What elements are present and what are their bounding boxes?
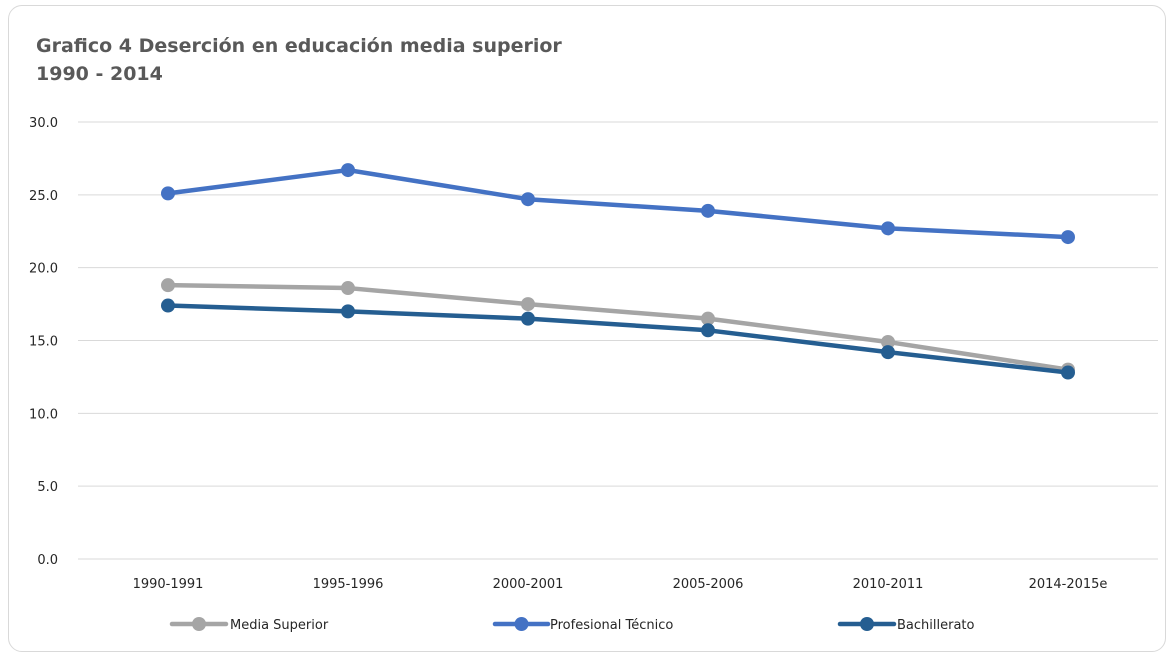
data-point — [701, 311, 715, 326]
x-tick-label: 1995-1996 — [313, 577, 384, 592]
legend-label: Profesional Técnico — [550, 618, 673, 633]
data-point — [161, 186, 175, 201]
y-tick-label: 5.0 — [37, 480, 58, 495]
legend-marker — [860, 617, 874, 631]
y-axis: 0.0 5.0 10.0 15.0 20.0 25.0 30.0 — [29, 116, 58, 568]
data-point — [881, 221, 895, 236]
chart-title: Grafico 4 Deserción en educación media s… — [36, 32, 562, 88]
data-point — [701, 203, 715, 218]
series-line — [165, 167, 1071, 240]
data-point — [881, 334, 895, 349]
legend-label: Bachillerato — [897, 618, 975, 633]
legend-marker — [514, 617, 529, 631]
y-tick-label: 20.0 — [29, 262, 58, 277]
legend-marker — [192, 617, 206, 631]
series-line — [165, 303, 1071, 375]
data-point — [1061, 365, 1075, 380]
data-point — [341, 304, 355, 319]
data-point — [521, 311, 535, 326]
y-tick-label: 10.0 — [29, 407, 58, 422]
legend-item: Profesional Técnico — [492, 617, 673, 633]
y-tick-label: 25.0 — [29, 189, 58, 204]
y-tick-label: 30.0 — [29, 116, 58, 131]
chart-title-line1: Grafico 4 Deserción en educación media s… — [36, 35, 562, 57]
legend-item: Media Superior — [169, 617, 329, 633]
data-point — [701, 323, 715, 338]
chart-frame — [8, 5, 1166, 652]
series-media-superior — [161, 278, 1075, 377]
data-point — [341, 281, 355, 296]
x-tick-label: 1990-1991 — [133, 577, 204, 592]
legend-item: Bachillerato — [837, 617, 975, 633]
y-tick-label: 15.0 — [29, 335, 58, 350]
series-line — [165, 282, 1071, 372]
series-layer — [161, 163, 1075, 380]
x-tick-label: 2010-2011 — [853, 577, 924, 592]
gridlines — [78, 121, 1158, 560]
data-point — [881, 345, 895, 360]
data-point — [161, 278, 175, 293]
x-tick-label: 2000-2001 — [493, 577, 564, 592]
data-point — [521, 297, 535, 312]
chart-title-line2: 1990 - 2014 — [36, 63, 163, 85]
data-point — [341, 163, 355, 178]
legend: Media Superior Profesional Técnico Bachill… — [169, 617, 975, 633]
y-tick-label: 0.0 — [37, 553, 58, 568]
legend-label: Media Superior — [230, 618, 329, 633]
x-tick-label: 2005-2006 — [673, 577, 744, 592]
data-point — [161, 298, 175, 313]
series-profesional-t-cnico — [161, 163, 1075, 245]
series-bachillerato — [161, 298, 1075, 380]
data-point — [1061, 230, 1075, 245]
x-axis: 1990-1991 1995-1996 2000-2001 2005-2006 2010… — [133, 577, 1108, 592]
x-tick-label: 2014-2015e — [1029, 577, 1108, 592]
data-point — [521, 192, 535, 207]
